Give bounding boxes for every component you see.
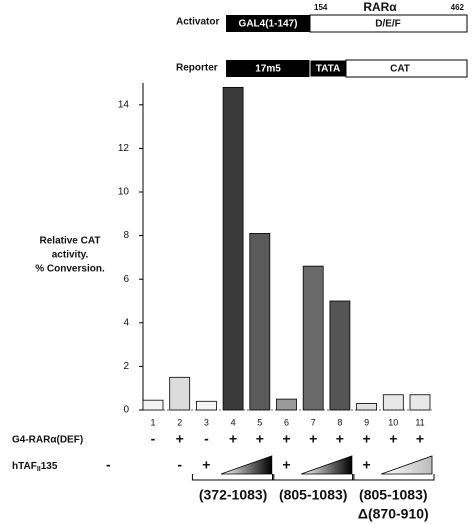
htaf-sign: + [202,457,210,473]
rar-label: RARα [363,0,397,14]
g4-sign: - [204,431,209,447]
titration-triangle [301,455,353,475]
bar [249,233,271,411]
gal4-box [226,15,310,32]
g4-sign: + [229,431,237,447]
x-tick-label: 1 [150,417,155,427]
group-label: (805-1083) [279,487,348,503]
bar [409,394,431,411]
y-tick-label: 0 [123,405,129,416]
x-tick-label: 3 [204,417,209,427]
end-label: 462 [451,3,465,12]
reporter-label: Reporter [176,63,218,74]
x-tick-label: 8 [337,417,342,427]
activator-label: Activator [176,17,219,28]
x-tick-label: 9 [364,417,369,427]
bar [195,400,217,411]
g4-label: G4-RARα(DEF) [12,435,83,446]
x-tick-label: 7 [311,417,316,427]
x-tick-label: 6 [284,417,289,427]
bar [169,376,191,411]
y-label: Relative CAT [40,236,101,247]
htaf-sign: - [177,457,182,473]
g4-sign: + [282,431,290,447]
bar [382,394,404,411]
group-label: (372-1083) [199,487,268,503]
y-tick-label: 12 [118,143,130,154]
bar [142,399,164,411]
y-tick-label: 8 [123,230,129,241]
bar [302,265,324,411]
htaf-dash: - [106,457,111,473]
bar [276,398,297,411]
htaf-text: hTAF [12,461,37,472]
17m5-box [226,60,310,77]
g4-sign: + [309,431,317,447]
g4-sign: + [176,431,184,447]
g4-sign: - [151,431,156,447]
group-bracket [352,474,435,481]
y-label: activity. [52,250,89,261]
y-tick-label: 2 [123,361,129,372]
htaf-sign: + [363,457,371,473]
y-label: % Conversion. [35,264,105,275]
y-tick-label: 6 [123,274,129,285]
y-tick-label: 14 [118,99,130,110]
start-label: 154 [314,3,328,12]
titration-triangle [220,455,273,475]
17m5-label: 17m5 [255,64,281,75]
htaf-label: hTAFII135 [12,461,58,473]
bar [222,86,244,411]
htaf-after: 135 [41,461,58,472]
group-label: (805-1083) [359,487,428,503]
group-bracket [272,474,355,481]
x-tick-label: 10 [388,417,398,427]
x-tick-label: 5 [257,417,262,427]
g4-sign: + [256,431,264,447]
bar [356,403,378,411]
group-sublabel: Δ(870-910) [358,506,429,522]
titration-triangle [381,455,433,475]
htaf-sub: II [37,466,41,473]
y-tick-label: 10 [118,187,130,198]
def-box [309,14,468,33]
def-label: D/E/F [375,19,401,30]
g4-sign: + [389,431,397,447]
htaf-sign: + [282,457,290,473]
tata-label: TATA [316,64,340,75]
g4-sign: + [336,431,344,447]
gal4-label: GAL4(1-147) [239,19,298,30]
x-tick-label: 4 [231,417,236,427]
bar [329,300,351,411]
group-bracket [191,474,275,481]
g4-sign: + [363,431,371,447]
g4-sign: + [416,431,424,447]
x-tick-label: 2 [177,417,182,427]
y-tick-label: 4 [123,317,129,328]
x-tick-label: 11 [415,417,424,427]
cat-label: CAT [390,64,410,75]
cat-box [345,59,468,78]
